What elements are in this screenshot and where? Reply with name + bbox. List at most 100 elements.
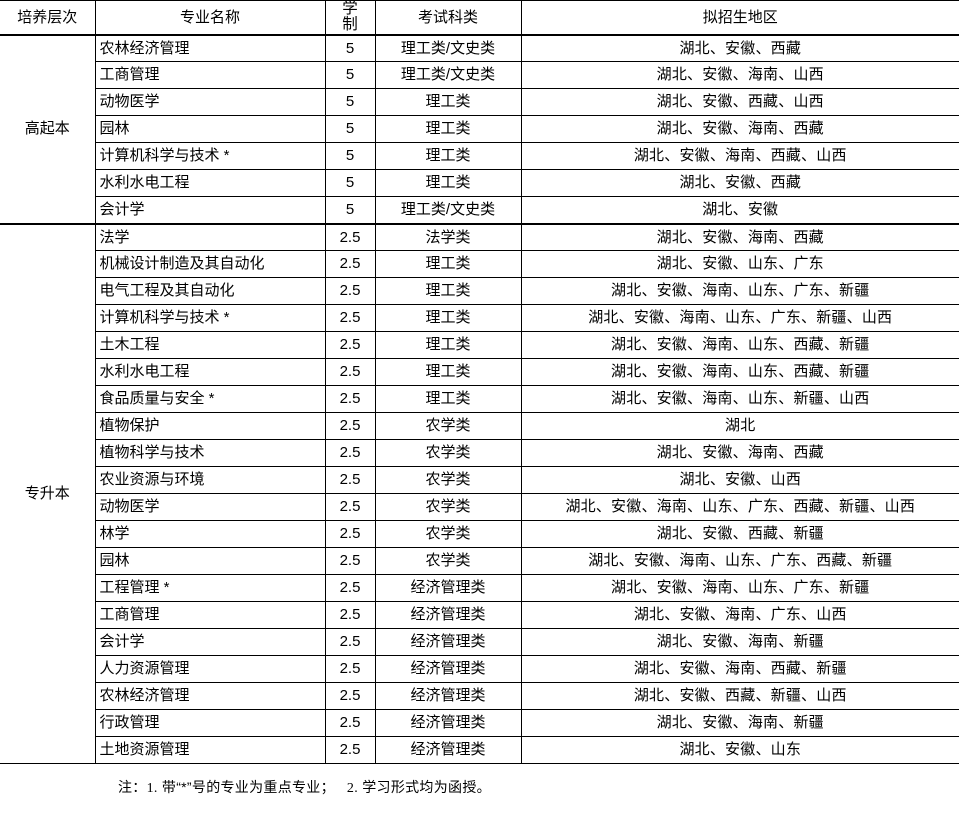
table-row: 土木工程 2.5 理工类 湖北、安徽、海南、山东、西藏、新疆 <box>0 331 959 360</box>
cell-region: 湖北、安徽、海南、山东、广东、西藏、新疆、山西 <box>520 493 959 522</box>
table-row: 水利水电工程 5 理工类 湖北、安徽、西藏 <box>0 169 959 198</box>
table-row: 园林 5 理工类 湖北、安徽、海南、西藏 <box>0 115 959 144</box>
cell-major: 农业资源与环境 <box>95 466 326 495</box>
cell-region: 湖北、安徽、西藏、新疆、山西 <box>520 682 959 711</box>
cell-region: 湖北、安徽、山东、广东 <box>520 250 959 279</box>
cell-region: 湖北、安徽、海南、广东、山西 <box>520 601 959 630</box>
cell-region: 湖北、安徽、海南、西藏、山西 <box>520 142 959 171</box>
column-header-years: 学 制 <box>324 0 376 36</box>
cell-major: 动物医学 <box>95 88 326 117</box>
cell-region: 湖北、安徽、山西 <box>520 466 959 495</box>
cell-region: 湖北、安徽、海南、西藏、新疆 <box>520 655 959 684</box>
cell-major: 电气工程及其自动化 <box>95 277 326 306</box>
cell-major: 人力资源管理 <box>95 655 326 684</box>
cell-subject: 农学类 <box>374 547 522 576</box>
table-row: 计算机科学与技术 * 5 理工类 湖北、安徽、海南、西藏、山西 <box>0 142 959 171</box>
cell-major: 会计学 <box>95 628 326 657</box>
cell-years: 2.5 <box>324 331 376 360</box>
cell-subject: 理工类/文史类 <box>374 196 522 225</box>
table-row: 工商管理 5 理工类/文史类 湖北、安徽、海南、山西 <box>0 61 959 90</box>
cell-subject: 理工类/文史类 <box>374 33 522 63</box>
cell-years: 2.5 <box>324 412 376 441</box>
table-row: 机械设计制造及其自动化 2.5 理工类 湖北、安徽、山东、广东 <box>0 250 959 279</box>
table-row: 动物医学 5 理工类 湖北、安徽、西藏、山西 <box>0 88 959 117</box>
cell-subject: 经济管理类 <box>374 709 522 738</box>
cell-subject: 理工类 <box>374 358 522 387</box>
cell-region: 湖北、安徽、海南、山东、西藏、新疆 <box>520 331 959 360</box>
cell-region: 湖北、安徽、海南、新疆 <box>520 709 959 738</box>
table-row: 工程管理 * 2.5 经济管理类 湖北、安徽、海南、山东、广东、新疆 <box>0 574 959 603</box>
cell-region: 湖北、安徽、海南、山东、广东、新疆、山西 <box>520 304 959 333</box>
cell-years: 2.5 <box>324 222 376 252</box>
cell-major: 机械设计制造及其自动化 <box>95 250 326 279</box>
table-row: 人力资源管理 2.5 经济管理类 湖北、安徽、海南、西藏、新疆 <box>0 655 959 684</box>
table-header: 培养层次 专业名称 学 制 考试科类 拟招生地区 <box>0 0 959 36</box>
column-header-region: 拟招生地区 <box>520 0 959 36</box>
cell-years: 2.5 <box>324 574 376 603</box>
cell-years: 2.5 <box>324 493 376 522</box>
cell-years: 2.5 <box>324 655 376 684</box>
cell-major: 植物保护 <box>95 412 326 441</box>
cell-region: 湖北、安徽、海南、山东、新疆、山西 <box>520 385 959 414</box>
admissions-table: 培养层次 专业名称 学 制 考试科类 拟招生地区 高起本 农林经济管理 5 理工类/文… <box>0 0 959 765</box>
footnote-item-2-number: 2. <box>346 781 359 797</box>
cell-subject: 农学类 <box>374 439 522 468</box>
cell-major: 工商管理 <box>95 61 326 90</box>
cell-subject: 理工类 <box>374 88 522 117</box>
cell-major: 法学 <box>94 222 326 252</box>
cell-years: 5 <box>324 88 376 117</box>
table-row: 高起本 农林经济管理 5 理工类/文史类 湖北、安徽、西藏 <box>0 33 959 225</box>
cell-years: 5 <box>324 115 376 144</box>
cell-subject: 理工类 <box>374 142 522 171</box>
cell-major: 农林经济管理 <box>95 682 326 711</box>
footnote-item-2-text: 学习形式均为函授。 <box>362 779 491 796</box>
cell-major: 水利水电工程 <box>95 358 326 387</box>
column-header-major: 专业名称 <box>94 0 326 36</box>
cell-years: 2.5 <box>324 682 376 711</box>
cell-subject: 经济管理类 <box>374 628 522 657</box>
cell-subject: 理工类/文史类 <box>374 61 522 90</box>
column-header-subject: 考试科类 <box>374 0 522 36</box>
cell-major: 会计学 <box>95 196 326 225</box>
cell-major: 动物医学 <box>95 493 326 522</box>
cell-major: 园林 <box>95 547 326 576</box>
cell-region: 湖北、安徽 <box>520 196 959 225</box>
cell-subject: 经济管理类 <box>374 736 522 765</box>
cell-subject: 法学类 <box>374 222 522 252</box>
cell-subject: 农学类 <box>374 412 522 441</box>
cell-years: 2.5 <box>324 250 376 279</box>
footnote-prefix: 注： <box>118 779 147 796</box>
table-row: 水利水电工程 2.5 理工类 湖北、安徽、海南、山东、西藏、新疆 <box>0 358 959 387</box>
column-header-years-line-1: 学 <box>342 0 358 17</box>
cell-years: 5 <box>324 33 376 63</box>
cell-region: 湖北、安徽、海南、山东、广东、新疆 <box>520 574 959 603</box>
cell-major: 食品质量与安全 * <box>95 385 326 414</box>
footnote-item-1-number: 1. <box>146 781 158 797</box>
cell-years: 5 <box>324 142 376 171</box>
table-row: 土地资源管理 2.5 经济管理类 湖北、安徽、山东 <box>0 736 959 765</box>
cell-major: 水利水电工程 <box>95 169 326 198</box>
cell-level: 高起本 <box>0 33 96 225</box>
cell-region: 湖北、安徽、海南、西藏 <box>520 222 959 252</box>
cell-major: 土木工程 <box>95 331 326 360</box>
cell-region: 湖北、安徽、山东 <box>520 736 959 765</box>
table-row: 会计学 5 理工类/文史类 湖北、安徽 <box>0 196 959 225</box>
cell-region: 湖北、安徽、西藏、新疆 <box>520 520 959 549</box>
cell-subject: 理工类 <box>374 304 522 333</box>
cell-subject: 理工类 <box>374 115 522 144</box>
cell-years: 2.5 <box>324 277 376 306</box>
cell-region: 湖北、安徽、西藏 <box>520 33 959 63</box>
table-row: 行政管理 2.5 经济管理类 湖北、安徽、海南、新疆 <box>0 709 959 738</box>
table-row: 植物保护 2.5 农学类 湖北 <box>0 412 959 441</box>
cell-region: 湖北、安徽、海南、西藏 <box>520 115 959 144</box>
cell-region: 湖北、安徽、西藏、山西 <box>520 88 959 117</box>
cell-years: 2.5 <box>324 601 376 630</box>
cell-years: 2.5 <box>324 358 376 387</box>
cell-years: 2.5 <box>324 304 376 333</box>
cell-subject: 理工类 <box>374 277 522 306</box>
table-body: 高起本 农林经济管理 5 理工类/文史类 湖北、安徽、西藏 工商管理 5 理工类/文史类 湖北、… <box>0 33 959 765</box>
cell-major: 工程管理 * <box>95 574 326 603</box>
cell-subject: 理工类 <box>374 250 522 279</box>
cell-major: 农林经济管理 <box>94 33 326 63</box>
